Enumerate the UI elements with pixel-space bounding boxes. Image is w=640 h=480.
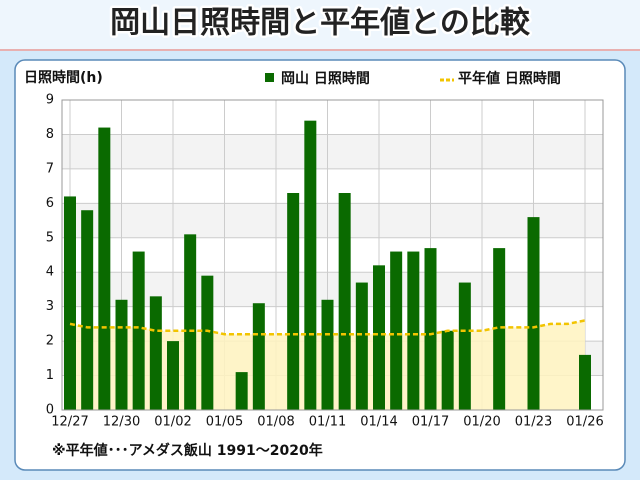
x-tick-label: 01/17: [412, 415, 449, 430]
bar: [64, 196, 76, 410]
legend-swatch: [265, 73, 274, 82]
y-tick-label: 2: [46, 334, 54, 349]
bar: [184, 234, 197, 410]
bar: [579, 354, 591, 410]
x-tick-label: 01/08: [257, 415, 294, 430]
grid-band: [62, 203, 603, 238]
bar: [167, 341, 179, 410]
legend-label: 岡山 日照時間: [281, 70, 370, 87]
bar: [355, 282, 368, 410]
x-tick-label: 01/14: [360, 415, 397, 430]
bar: [321, 299, 334, 410]
bar: [407, 251, 420, 410]
y-tick-label: 0: [46, 403, 54, 418]
y-tick-label: 4: [46, 265, 54, 280]
y-tick-label: 7: [46, 161, 54, 176]
bar: [338, 193, 351, 410]
bar: [373, 265, 385, 410]
x-tick-label: 01/23: [515, 415, 552, 430]
bar: [493, 248, 506, 410]
bar: [252, 303, 265, 410]
bar: [458, 282, 471, 410]
bar: [98, 127, 111, 411]
grid-band: [62, 134, 603, 169]
x-tick-label: 01/20: [463, 415, 500, 430]
y-tick-label: 8: [46, 127, 54, 142]
bar: [149, 296, 162, 410]
bar: [132, 251, 145, 410]
bar: [304, 120, 317, 411]
normal-line: [69, 319, 586, 336]
plot-frame: [61, 99, 604, 411]
x-tick-label: 01/05: [206, 415, 243, 430]
bar: [287, 193, 300, 410]
chart-title: 岡山日照時間と平年値との比較: [110, 6, 531, 41]
y-tick-label: 6: [46, 196, 54, 211]
title-bar: [0, 0, 640, 50]
y-tick-label: 5: [46, 230, 54, 245]
bar: [424, 248, 437, 410]
y-tick-label: 9: [46, 93, 54, 108]
y-tick-label: 3: [46, 299, 54, 314]
bar: [390, 251, 403, 410]
x-tick-label: 01/02: [154, 415, 191, 430]
bar: [115, 299, 128, 410]
footnote: ※平年値･･･アメダス飯山 1991〜2020年: [52, 442, 323, 459]
bar: [81, 210, 94, 410]
bar: [235, 372, 248, 410]
plot: 0 1 2 3 4 5 6 7 8 9 12/27 12/30 01/02 01/05 01/08 01/11…: [46, 70, 604, 430]
y-axis-label: 日照時間(h): [24, 69, 103, 86]
y-tick-label: 1: [46, 368, 54, 383]
bar: [527, 217, 540, 410]
legend-label: 平年値 日照時間: [458, 70, 561, 87]
bar: [441, 330, 454, 410]
x-tick-label: 12/30: [103, 415, 140, 430]
x-tick-label: 01/11: [309, 415, 346, 430]
x-tick-label: 01/26: [566, 415, 603, 430]
x-tick-label: 12/27: [51, 415, 88, 430]
bar: [201, 275, 214, 410]
